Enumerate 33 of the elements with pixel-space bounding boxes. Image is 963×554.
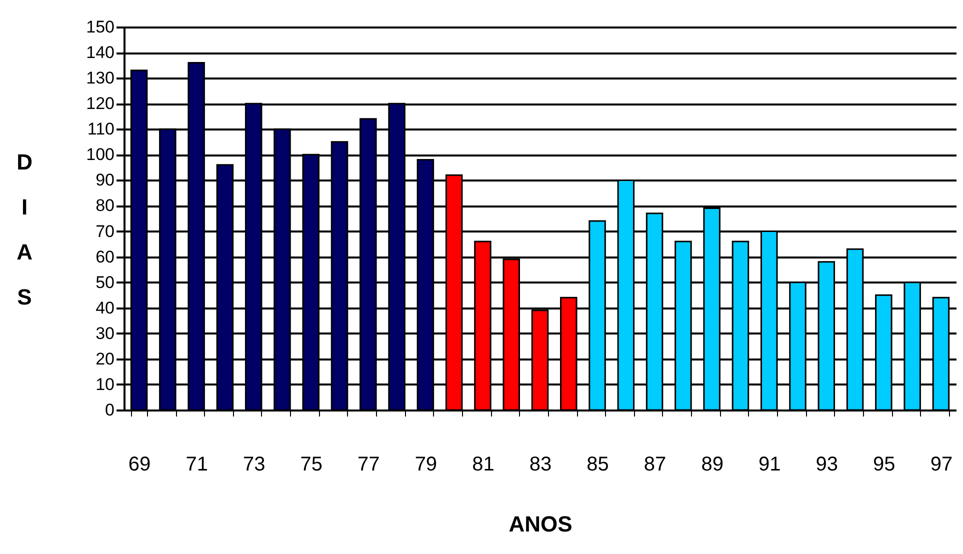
x-tick-label: 95 (873, 454, 896, 476)
x-tick-label: 71 (186, 454, 208, 476)
y-tick-label: 60 (96, 247, 114, 266)
y-tick-label: 50 (96, 272, 114, 292)
x-tick-label: 79 (414, 454, 438, 476)
y-tick-label: 100 (86, 145, 114, 164)
x-tick-label: 69 (128, 454, 151, 476)
y-tick-label: 140 (86, 43, 114, 62)
y-tick-label: 120 (86, 94, 114, 114)
y-tick-label: 150 (86, 18, 114, 36)
y-tick-label: 30 (96, 324, 114, 343)
x-tick-label: 85 (586, 454, 609, 476)
y-tick-label: 80 (96, 196, 114, 216)
x-tick-label: 75 (300, 454, 323, 476)
x-tick-label: 89 (701, 454, 724, 476)
x-tick-label: 91 (758, 454, 781, 476)
y-tick-label: 20 (96, 349, 114, 368)
x-tick-label: 81 (472, 454, 494, 476)
x-tick-label: 73 (242, 454, 266, 476)
x-tick-label: 77 (358, 454, 380, 476)
x-tick-label: 83 (529, 454, 552, 476)
x-tick-label: 87 (644, 454, 666, 476)
y-tick-label: 10 (96, 374, 114, 394)
y-tick-label: 0 (105, 400, 114, 420)
x-tick-label: 93 (816, 454, 838, 476)
y-tick-label: 40 (96, 298, 114, 318)
y-tick-label: 110 (87, 120, 114, 139)
x-tick-label: 97 (930, 454, 953, 476)
x-axis-title: ANOS (508, 512, 572, 536)
y-tick-label: 90 (96, 170, 114, 190)
y-tick-label: 130 (86, 68, 114, 88)
y-axis-title: DIAS (16, 150, 33, 310)
y-tick-label: 70 (96, 222, 114, 241)
